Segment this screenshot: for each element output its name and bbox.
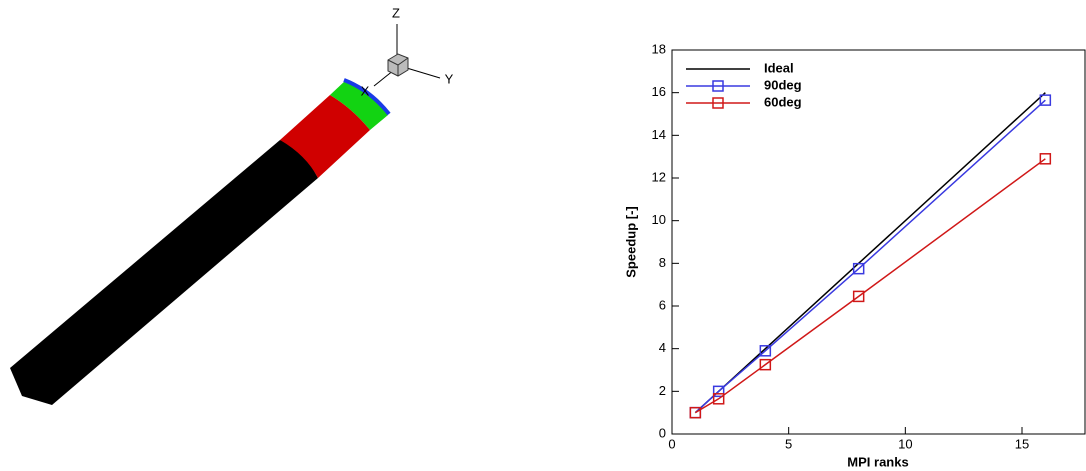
triad-label: Y <box>445 71 454 86</box>
x-tick-label: 0 <box>668 436 675 451</box>
y-tick-label: 8 <box>659 255 666 270</box>
legend-label: Ideal <box>764 60 794 75</box>
y-tick-label: 4 <box>659 340 666 355</box>
x-tick-label: 15 <box>1015 436 1029 451</box>
chart: MPI ranks Speedup [-] 0 2 4 6 8 10 12 14 16 18 0 5 1… <box>623 41 1085 469</box>
legend-label: 60deg <box>764 94 802 109</box>
model-render <box>10 80 389 405</box>
y-tick-label: 16 <box>652 84 666 99</box>
y-tick-label: 6 <box>659 297 666 312</box>
x-tick-label: 5 <box>785 436 792 451</box>
triad-label: Z <box>392 5 400 20</box>
legend-label: 90deg <box>764 77 802 92</box>
y-tick-label: 10 <box>652 212 666 227</box>
y-tick-label: 12 <box>652 169 666 184</box>
series-line <box>695 93 1045 413</box>
body-black <box>10 140 318 405</box>
x-tick-label: 10 <box>898 436 912 451</box>
page: Z Y X MPI ranks Speedup [-] 0 2 4 6 8 10 12 14 1… <box>0 0 1086 471</box>
series-line <box>695 100 1045 413</box>
axis-triad: Z Y X <box>361 5 454 98</box>
y-axis-label: Speedup [-] <box>623 206 638 278</box>
x-axis-label: MPI ranks <box>847 454 908 469</box>
series-line <box>695 159 1045 413</box>
y-tick-label: 14 <box>652 127 666 142</box>
y-tick-label: 0 <box>659 425 666 440</box>
triad-label: X <box>361 83 370 98</box>
y-tick-label: 18 <box>652 41 666 56</box>
y-tick-label: 2 <box>659 383 666 398</box>
